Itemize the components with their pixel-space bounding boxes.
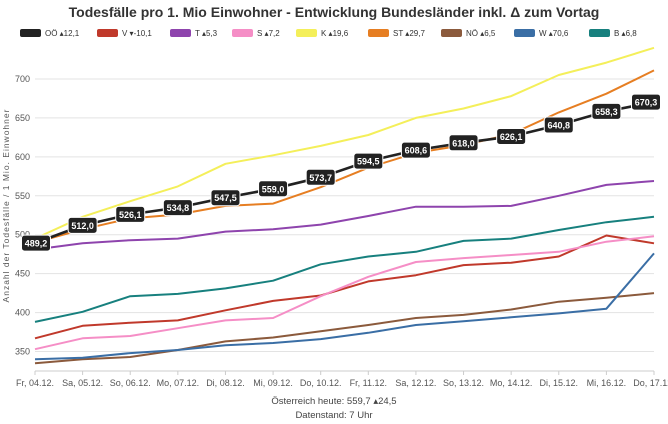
legend-item-OÖ: OÖ ▴12,1 bbox=[20, 29, 80, 38]
data-label-box bbox=[115, 205, 146, 223]
series-line-NÖ bbox=[34, 292, 655, 365]
y-axis-label: Anzahl der Todesfälle / 1 Mio. Einwohner bbox=[1, 109, 11, 303]
chart-title: Todesfälle pro 1. Mio Einwohner - Entwic… bbox=[68, 4, 600, 20]
series-line-V bbox=[34, 234, 655, 340]
legend-item-V: V ▾-10,1 bbox=[97, 29, 152, 38]
y-tick-label: 650 bbox=[15, 113, 30, 123]
x-tick-label: Do, 17.12. bbox=[633, 378, 668, 388]
data-label: 526,1 bbox=[119, 210, 142, 220]
x-tick-label: Di, 08.12. bbox=[206, 378, 245, 388]
series-line-T bbox=[34, 180, 655, 251]
y-tick-label: 700 bbox=[15, 74, 30, 84]
datenstand-text: Datenstand: 7 Uhr bbox=[295, 410, 372, 421]
legend-label: B ▴6,8 bbox=[614, 29, 637, 38]
series-lines bbox=[34, 46, 655, 365]
legend-label: K ▴19,6 bbox=[321, 29, 349, 38]
legend-label: W ▴70,6 bbox=[539, 29, 569, 38]
data-label-box bbox=[400, 141, 431, 159]
data-label: 547,5 bbox=[214, 193, 237, 203]
series-line-B bbox=[34, 215, 655, 323]
legend-label: ST ▴29,7 bbox=[393, 29, 425, 38]
x-tick-label: Mi, 09.12. bbox=[253, 378, 293, 388]
axes: 350 400 450 500 550 600 650 700 Fr, 04.12. Sa, 05… bbox=[1, 74, 668, 388]
legend-swatch bbox=[97, 29, 118, 37]
data-label: 658,3 bbox=[595, 107, 618, 117]
legend-item-S: S ▴7,2 bbox=[232, 29, 280, 38]
data-label-box bbox=[448, 134, 479, 152]
x-tick-label: Mo, 14.12. bbox=[490, 378, 533, 388]
data-label-box bbox=[258, 180, 289, 198]
series-line-W bbox=[34, 252, 655, 361]
x-tick-label: Fr, 04.12. bbox=[16, 378, 54, 388]
x-tick-label: Sa, 05.12. bbox=[62, 378, 103, 388]
y-tick-label: 600 bbox=[15, 152, 30, 162]
data-label-box bbox=[210, 189, 241, 207]
legend-swatch bbox=[368, 29, 389, 37]
series-line-S bbox=[34, 235, 655, 351]
data-label-box bbox=[162, 199, 193, 217]
x-tick-label: Mo, 07.12. bbox=[157, 378, 200, 388]
legend-item-B: B ▴6,8 bbox=[589, 29, 637, 38]
data-label-box bbox=[21, 234, 51, 252]
legend-label: S ▴7,2 bbox=[257, 29, 280, 38]
data-label: 594,5 bbox=[357, 157, 380, 167]
legend-label: T ▴5,3 bbox=[195, 29, 218, 38]
legend-item-K: K ▴19,6 bbox=[296, 29, 349, 38]
data-labels: 489,2 512,0 526,1 534,8 547,5 559,0 573,7 594,5… bbox=[21, 93, 661, 252]
y-tick-label: 400 bbox=[15, 308, 30, 318]
y-tick-label: 350 bbox=[15, 347, 30, 357]
legend-swatch bbox=[170, 29, 191, 37]
legend-label: OÖ ▴12,1 bbox=[45, 29, 80, 38]
data-label-box bbox=[353, 152, 384, 170]
legend-item-T: T ▴5,3 bbox=[170, 29, 218, 38]
legend-label: NÖ ▴6,5 bbox=[466, 29, 496, 38]
legend: OÖ ▴12,1 V ▾-10,1 T ▴5,3 S ▴7,2 K ▴19,6 ST ▴2… bbox=[20, 29, 637, 38]
data-label-box bbox=[543, 116, 574, 134]
legend-swatch bbox=[441, 29, 462, 37]
data-label: 640,8 bbox=[548, 121, 571, 131]
data-label: 670,3 bbox=[635, 98, 658, 108]
legend-item-ST: ST ▴29,7 bbox=[368, 29, 425, 38]
data-label-box bbox=[67, 216, 98, 234]
data-label: 626,1 bbox=[500, 132, 523, 142]
data-label: 608,6 bbox=[405, 146, 428, 156]
y-tick-label: 450 bbox=[15, 269, 30, 279]
legend-label: V ▾-10,1 bbox=[122, 29, 152, 38]
legend-swatch bbox=[232, 29, 253, 37]
data-label-box bbox=[496, 127, 527, 145]
data-label: 618,0 bbox=[452, 138, 475, 148]
data-label: 534,8 bbox=[167, 203, 190, 213]
data-label-box bbox=[631, 93, 661, 111]
legend-swatch bbox=[514, 29, 535, 37]
data-label-box bbox=[591, 102, 622, 120]
x-tick-label: So, 06.12. bbox=[110, 378, 151, 388]
series-line-K bbox=[34, 46, 655, 240]
legend-swatch bbox=[296, 29, 317, 37]
x-tick-label: Mi, 16.12. bbox=[587, 378, 627, 388]
data-label: 512,0 bbox=[71, 221, 94, 231]
legend-swatch bbox=[20, 29, 41, 37]
footer: Österreich heute: 559,7 ▴24,5 Datenstand:… bbox=[271, 396, 396, 421]
legend-swatch bbox=[589, 29, 610, 37]
data-label: 559,0 bbox=[262, 184, 285, 194]
x-tick-label: So, 13.12. bbox=[443, 378, 484, 388]
data-label: 573,7 bbox=[309, 173, 332, 183]
data-label: 489,2 bbox=[25, 239, 48, 249]
x-tick-label: Sa, 12.12. bbox=[395, 378, 436, 388]
y-tick-label: 550 bbox=[15, 191, 30, 201]
legend-item-NÖ: NÖ ▴6,5 bbox=[441, 29, 496, 38]
austria-today-text: Österreich heute: 559,7 ▴24,5 bbox=[271, 396, 396, 407]
x-tick-label: Do, 10.12. bbox=[300, 378, 342, 388]
data-label-box bbox=[305, 168, 336, 186]
x-tick-label: Fr, 11.12. bbox=[350, 378, 387, 388]
y-tick-label: 500 bbox=[15, 230, 30, 240]
legend-item-W: W ▴70,6 bbox=[514, 29, 569, 38]
x-tick-label: Di, 15.12. bbox=[540, 378, 579, 388]
